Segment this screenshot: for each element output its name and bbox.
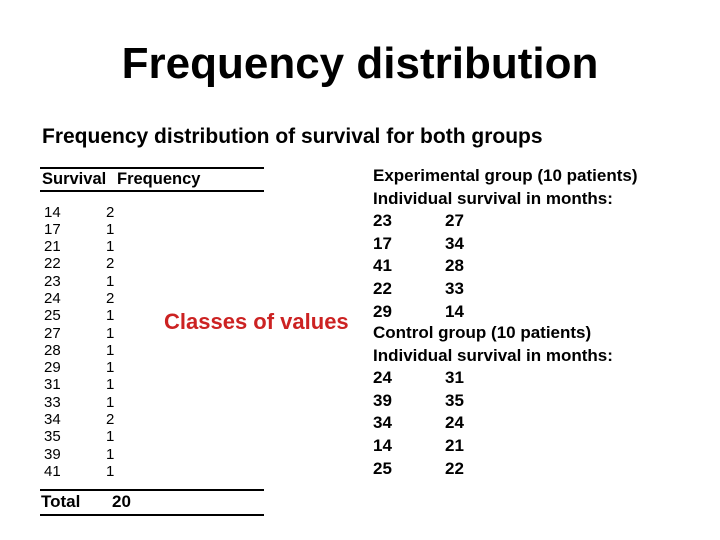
survival-value: 23 bbox=[373, 211, 392, 231]
survival-value: 14 bbox=[44, 203, 61, 221]
frequency-value: 1 bbox=[106, 307, 115, 325]
control-group-subtitle: Individual survival in months: bbox=[373, 345, 613, 365]
classes-of-values-annotation: Classes of values bbox=[164, 309, 349, 334]
experimental-group-subtitle: Individual survival in months: bbox=[373, 188, 613, 208]
control-group-block: Control group (10 patients) Individual s… bbox=[373, 322, 703, 480]
frequency-value: 1 bbox=[106, 359, 115, 377]
survival-value: 28 bbox=[445, 256, 464, 276]
survival-value: 24 bbox=[445, 413, 464, 433]
survival-value: 17 bbox=[373, 233, 392, 253]
survival-pair: 24 31 bbox=[373, 367, 703, 390]
survival-pair: 25 22 bbox=[373, 458, 703, 481]
survival-pair: 22 33 bbox=[373, 278, 703, 301]
frequency-value: 1 bbox=[106, 376, 115, 394]
table-row: 33 1 bbox=[40, 394, 264, 411]
frequency-value: 1 bbox=[106, 462, 115, 480]
frequency-value: 2 bbox=[106, 289, 115, 307]
survival-value: 35 bbox=[445, 390, 464, 410]
slide-subtitle: Frequency distribution of survival for b… bbox=[42, 125, 543, 148]
control-group-title: Control group (10 patients) bbox=[373, 323, 592, 342]
survival-value: 21 bbox=[44, 238, 61, 256]
table-rule-bottom bbox=[40, 514, 264, 516]
survival-pair: 29 14 bbox=[373, 301, 703, 324]
frequency-value: 1 bbox=[106, 428, 115, 446]
table-rule-above-total bbox=[40, 489, 264, 491]
table-row: 41 1 bbox=[40, 463, 264, 480]
table-row: 25 1 bbox=[40, 307, 264, 324]
table-row: 21 1 bbox=[40, 238, 264, 255]
survival-value: 22 bbox=[373, 278, 392, 298]
table-row: 28 1 bbox=[40, 342, 264, 359]
frequency-value: 1 bbox=[106, 238, 115, 256]
table-row: 35 1 bbox=[40, 428, 264, 445]
survival-value: 28 bbox=[44, 341, 61, 359]
survival-value: 25 bbox=[44, 307, 61, 325]
frequency-value: 2 bbox=[106, 203, 115, 221]
survival-value: 34 bbox=[44, 411, 61, 429]
survival-value: 21 bbox=[445, 435, 464, 455]
survival-value: 22 bbox=[44, 255, 61, 273]
survival-value: 39 bbox=[44, 445, 61, 463]
survival-value: 33 bbox=[445, 278, 464, 298]
survival-value: 31 bbox=[44, 376, 61, 394]
survival-value: 29 bbox=[373, 301, 392, 321]
survival-value: 39 bbox=[373, 390, 392, 410]
survival-pair: 23 27 bbox=[373, 210, 703, 233]
survival-pair: 39 35 bbox=[373, 390, 703, 413]
table-row: 31 1 bbox=[40, 376, 264, 393]
table-row: 24 2 bbox=[40, 290, 264, 307]
table-row: 22 2 bbox=[40, 255, 264, 272]
survival-value: 23 bbox=[44, 272, 61, 290]
experimental-group-block: Experimental group (10 patients) Individ… bbox=[373, 165, 703, 323]
experimental-group-title: Experimental group (10 patients) bbox=[373, 166, 638, 185]
table-rule-under-header bbox=[40, 190, 264, 192]
table-row: 29 1 bbox=[40, 359, 264, 376]
survival-value: 33 bbox=[44, 393, 61, 411]
slide-title: Frequency distribution bbox=[121, 39, 599, 88]
table-row: 34 2 bbox=[40, 411, 264, 428]
frequency-value: 1 bbox=[106, 272, 115, 290]
survival-value: 24 bbox=[44, 289, 61, 307]
survival-value: 27 bbox=[445, 211, 464, 231]
frequency-value: 1 bbox=[106, 393, 115, 411]
table-row: 23 1 bbox=[40, 273, 264, 290]
table-row: 27 1 bbox=[40, 325, 264, 342]
survival-value: 22 bbox=[445, 458, 464, 478]
survival-value: 14 bbox=[373, 435, 392, 455]
survival-value: 27 bbox=[44, 324, 61, 342]
survival-value: 34 bbox=[373, 413, 392, 433]
table-row: 17 1 bbox=[40, 221, 264, 238]
table-rule-top bbox=[40, 167, 264, 169]
survival-value: 24 bbox=[373, 368, 392, 388]
survival-value: 34 bbox=[445, 233, 464, 253]
frequency-value: 1 bbox=[106, 445, 115, 463]
survival-value: 41 bbox=[373, 256, 392, 276]
column-header-survival: Survival bbox=[42, 170, 107, 188]
frequency-table-body: 14 2 17 1 21 1 22 2 23 1 24 2 25 1 27 1 bbox=[40, 204, 264, 481]
total-label: Total bbox=[41, 492, 81, 511]
frequency-value: 2 bbox=[106, 411, 115, 429]
survival-value: 14 bbox=[445, 301, 464, 321]
frequency-value: 2 bbox=[106, 255, 115, 273]
survival-value: 29 bbox=[44, 359, 61, 377]
frequency-value: 1 bbox=[106, 341, 115, 359]
frequency-value: 1 bbox=[106, 220, 115, 238]
survival-pair: 34 24 bbox=[373, 412, 703, 435]
survival-pair: 17 34 bbox=[373, 233, 703, 256]
column-header-frequency: Frequency bbox=[117, 170, 201, 188]
survival-value: 35 bbox=[44, 428, 61, 446]
survival-value: 25 bbox=[373, 458, 392, 478]
survival-value: 17 bbox=[44, 220, 61, 238]
survival-value: 41 bbox=[44, 462, 61, 480]
survival-pair: 41 28 bbox=[373, 255, 703, 278]
survival-pair: 14 21 bbox=[373, 435, 703, 458]
survival-value: 31 bbox=[445, 368, 464, 388]
frequency-value: 1 bbox=[106, 324, 115, 342]
table-row: 14 2 bbox=[40, 204, 264, 221]
total-value: 20 bbox=[112, 492, 131, 511]
table-row: 39 1 bbox=[40, 446, 264, 463]
